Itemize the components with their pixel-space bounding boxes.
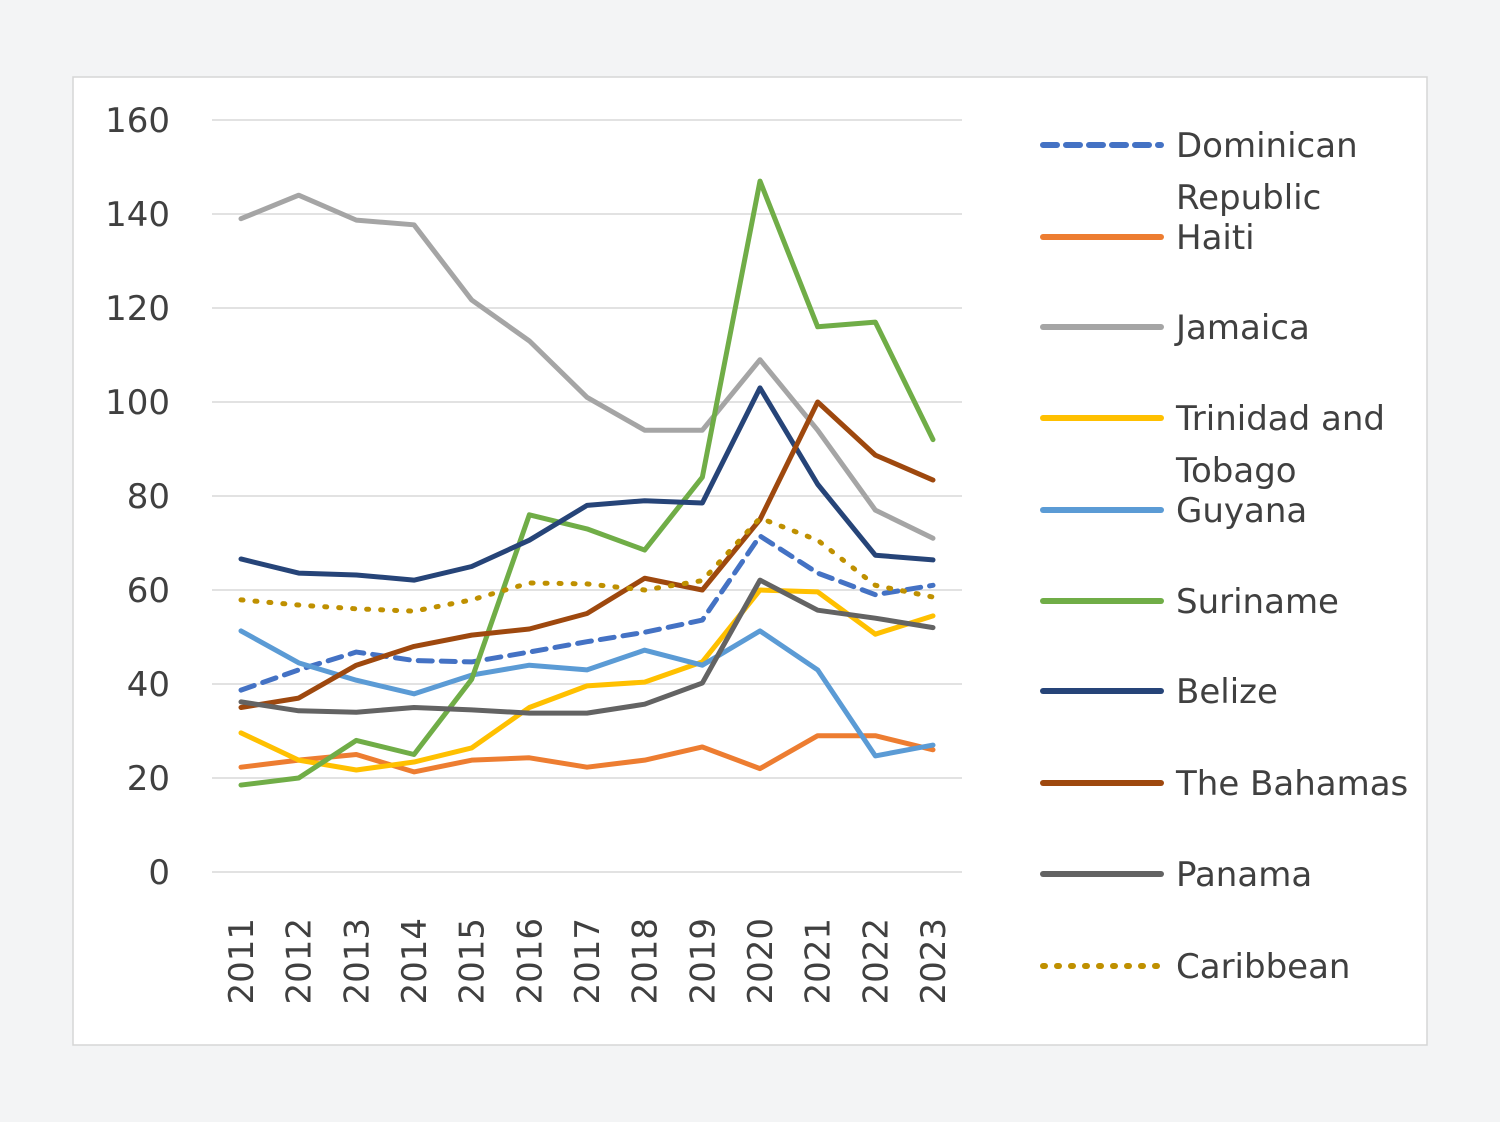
x-tick-label: 2021 (799, 918, 839, 1005)
legend-label: The Bahamas (1175, 764, 1408, 804)
legend-item: Belize (1040, 672, 1278, 712)
legend-item: Haiti (1040, 218, 1255, 258)
legend-label: Caribbean (1176, 947, 1350, 987)
legend-item: The Bahamas (1040, 764, 1408, 804)
series-line-belize (238, 385, 936, 583)
y-tick-label: 80 (127, 477, 170, 517)
legend-item: Panama (1040, 855, 1312, 895)
series-line-jamaica (238, 192, 936, 541)
legend-label: Suriname (1176, 582, 1339, 622)
series-line-caribbean (238, 515, 936, 614)
x-tick-label: 2017 (568, 918, 608, 1005)
y-tick-label: 160 (105, 101, 170, 141)
x-tick-label: 2011 (222, 918, 262, 1005)
legend-label: Guyana (1176, 491, 1307, 531)
legend-item: Caribbean (1040, 947, 1350, 987)
legend-label: Trinidad and Tobago (1175, 399, 1385, 491)
y-tick-label: 140 (105, 195, 170, 235)
x-tick-label: 2016 (510, 918, 550, 1005)
x-tick-label: 2013 (337, 918, 377, 1005)
legend-label: Haiti (1176, 218, 1255, 258)
y-tick-label: 100 (105, 383, 170, 423)
x-tick-label: 2012 (280, 918, 320, 1005)
legend-label: Jamaica (1174, 308, 1310, 348)
legend-label: Panama (1176, 855, 1312, 895)
y-tick-label: 60 (127, 571, 170, 611)
x-tick-label: 2014 (395, 918, 435, 1005)
series-line-dominican-republic (238, 533, 936, 693)
series-line-guyana (238, 628, 936, 759)
x-tick-label: 2018 (626, 918, 666, 1005)
series-line-the-bahamas (238, 399, 936, 710)
legend-item: Dominican Republic (1040, 126, 1358, 218)
series-line-trinidad-and-tobago (238, 587, 936, 773)
legend-label: Belize (1176, 672, 1278, 712)
series-line-panama (238, 577, 936, 716)
legend-item: Guyana (1040, 491, 1307, 531)
x-tick-label: 2023 (914, 918, 954, 1005)
y-tick-label: 20 (127, 759, 170, 799)
x-tick-label: 2019 (683, 918, 723, 1005)
legend-label: Dominican Republic (1176, 126, 1358, 218)
series-line-haiti (238, 733, 936, 775)
legend-item: Jamaica (1040, 308, 1310, 348)
x-tick-label: 2015 (453, 918, 493, 1005)
legend-item: Trinidad and Tobago (1040, 399, 1385, 491)
legend-item: Suriname (1040, 582, 1339, 622)
y-tick-label: 40 (127, 665, 170, 705)
x-tick-label: 2020 (741, 918, 781, 1005)
y-tick-label: 120 (105, 289, 170, 329)
series-line-suriname (238, 178, 936, 788)
x-tick-label: 2022 (856, 918, 896, 1005)
y-tick-label: 0 (148, 853, 170, 893)
